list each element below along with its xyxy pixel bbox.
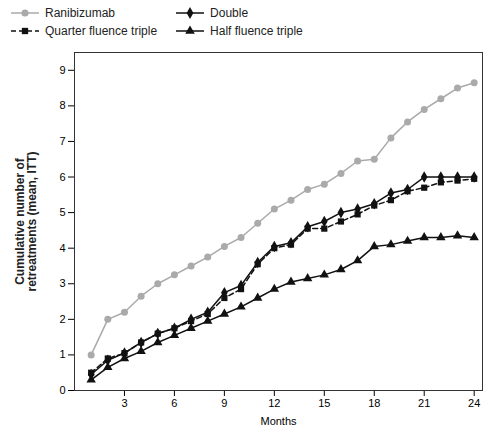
html-text:Double: Double xyxy=(210,6,249,20)
svg-text:1: 1 xyxy=(59,348,65,360)
svg-text:6: 6 xyxy=(171,397,177,409)
svg-text:18: 18 xyxy=(368,397,380,409)
html-text:Quarter fluence triple: Quarter fluence triple xyxy=(45,24,158,38)
svg-text:24: 24 xyxy=(468,397,480,409)
svg-text:Cumulative number ofretreatmen: Cumulative number ofretreatments (mean, … xyxy=(13,151,39,291)
svg-text:0: 0 xyxy=(59,384,65,396)
svg-text:9: 9 xyxy=(59,64,65,76)
svg-text:12: 12 xyxy=(268,397,280,409)
svg-text:3: 3 xyxy=(121,397,127,409)
svg-text:8: 8 xyxy=(59,99,65,111)
svg-text:2: 2 xyxy=(59,313,65,325)
html-text:Half fluence triple: Half fluence triple xyxy=(210,24,303,38)
svg-text:15: 15 xyxy=(318,397,330,409)
svg-text:9: 9 xyxy=(221,397,227,409)
svg-text:Months: Months xyxy=(260,415,297,427)
svg-text:3: 3 xyxy=(59,277,65,289)
svg-text:5: 5 xyxy=(59,206,65,218)
svg-text:6: 6 xyxy=(59,171,65,183)
svg-text:21: 21 xyxy=(418,397,430,409)
html-text:Ranibizumab: Ranibizumab xyxy=(45,6,115,20)
svg-text:7: 7 xyxy=(59,135,65,147)
svg-text:4: 4 xyxy=(59,242,65,254)
